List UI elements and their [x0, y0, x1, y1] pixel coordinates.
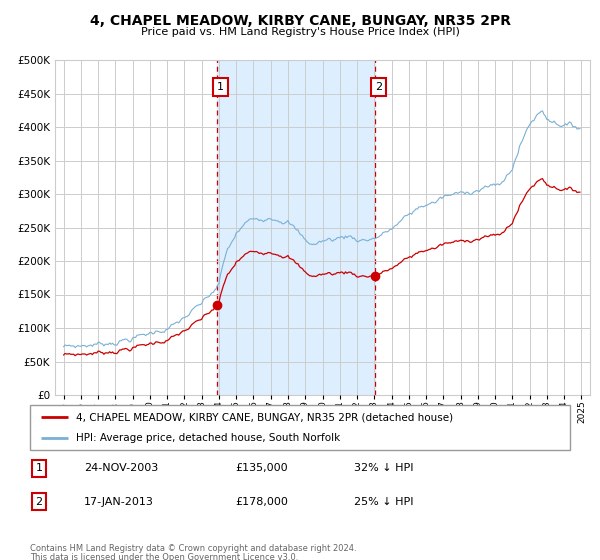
Text: 4, CHAPEL MEADOW, KIRBY CANE, BUNGAY, NR35 2PR (detached house): 4, CHAPEL MEADOW, KIRBY CANE, BUNGAY, NR… — [76, 412, 453, 422]
Text: 4, CHAPEL MEADOW, KIRBY CANE, BUNGAY, NR35 2PR: 4, CHAPEL MEADOW, KIRBY CANE, BUNGAY, NR… — [89, 14, 511, 28]
Text: 17-JAN-2013: 17-JAN-2013 — [84, 497, 154, 507]
Text: £135,000: £135,000 — [235, 463, 288, 473]
Text: 2: 2 — [375, 82, 382, 92]
Bar — [217, 60, 375, 395]
Text: 2: 2 — [35, 497, 43, 507]
Text: 32% ↓ HPI: 32% ↓ HPI — [354, 463, 413, 473]
Text: 1: 1 — [217, 82, 224, 92]
Text: HPI: Average price, detached house, South Norfolk: HPI: Average price, detached house, Sout… — [76, 433, 340, 443]
FancyBboxPatch shape — [30, 405, 570, 450]
Text: This data is licensed under the Open Government Licence v3.0.: This data is licensed under the Open Gov… — [30, 553, 298, 560]
Text: £178,000: £178,000 — [235, 497, 288, 507]
Text: Price paid vs. HM Land Registry's House Price Index (HPI): Price paid vs. HM Land Registry's House … — [140, 27, 460, 37]
Text: 25% ↓ HPI: 25% ↓ HPI — [354, 497, 413, 507]
Text: 24-NOV-2003: 24-NOV-2003 — [84, 463, 158, 473]
Text: Contains HM Land Registry data © Crown copyright and database right 2024.: Contains HM Land Registry data © Crown c… — [30, 544, 356, 553]
Text: 1: 1 — [35, 463, 43, 473]
